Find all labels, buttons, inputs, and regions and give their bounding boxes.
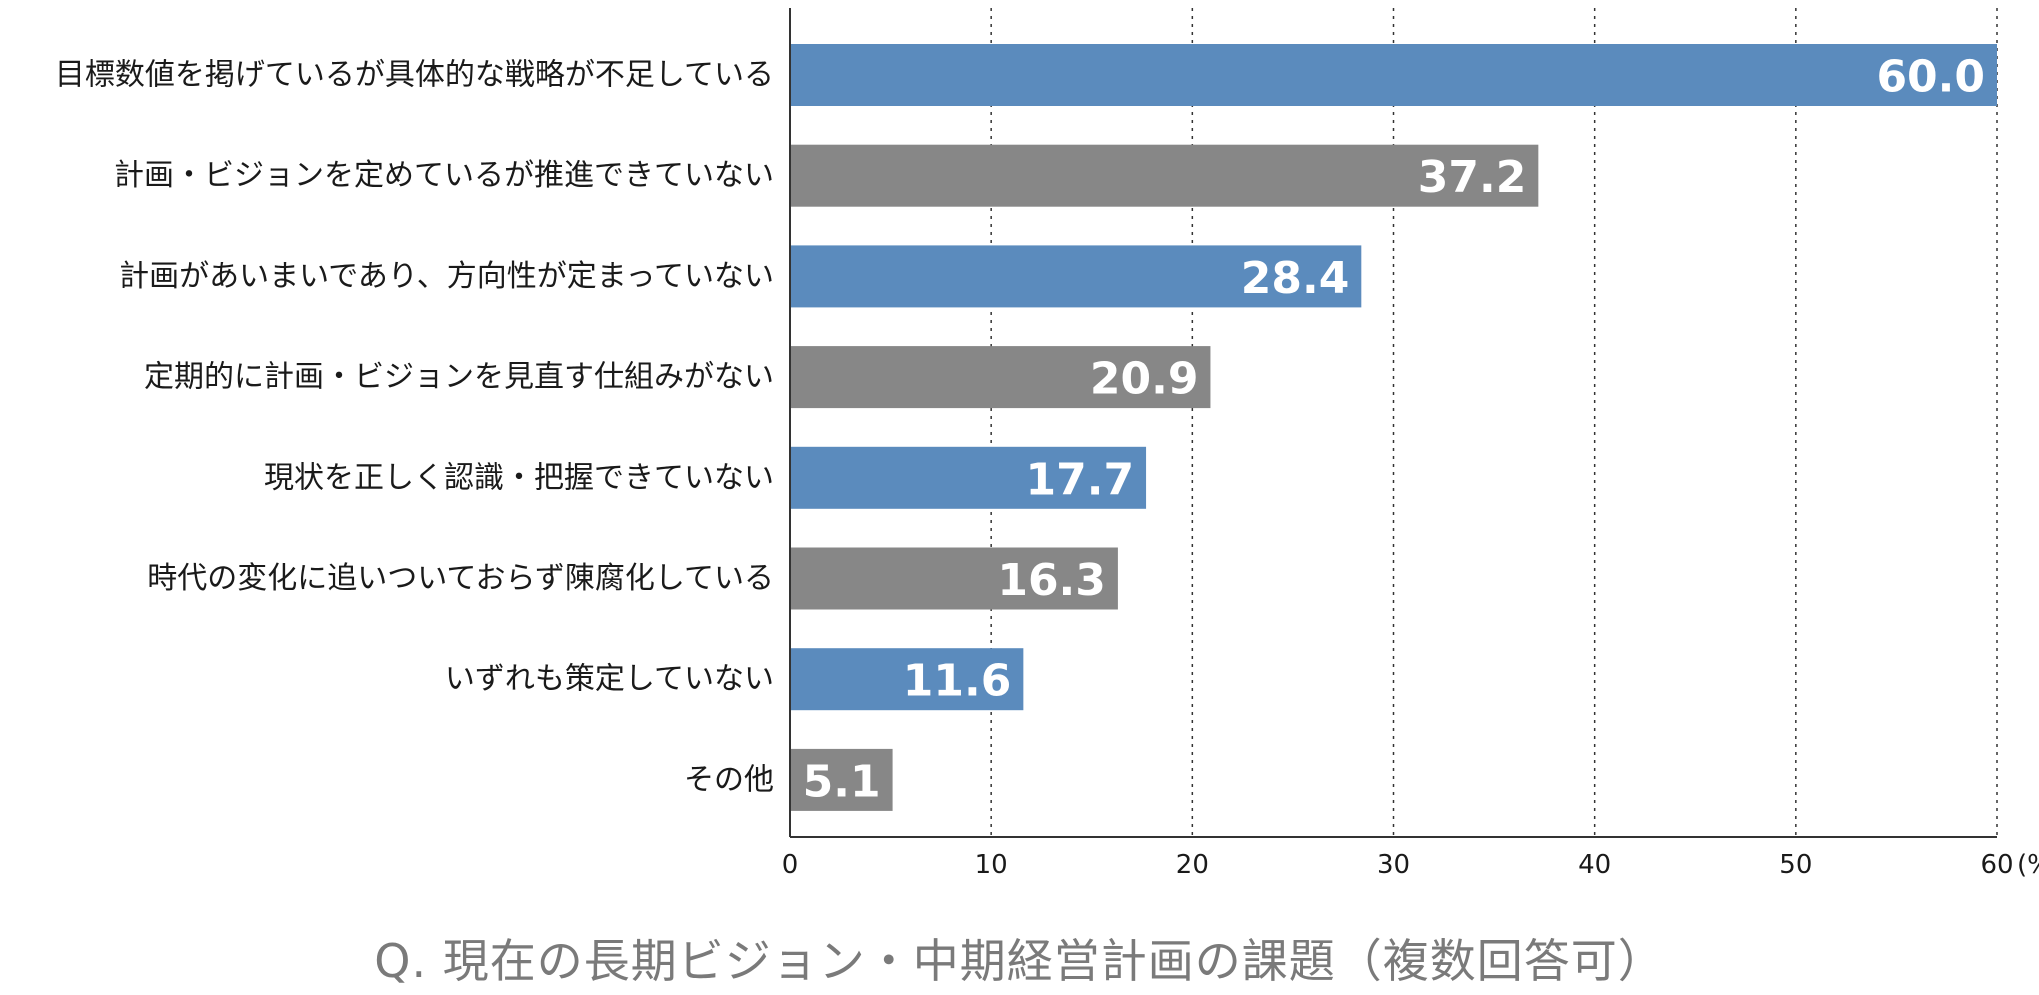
x-tick-label-0: 0 — [782, 850, 799, 880]
bar-6 — [790, 547, 1118, 610]
category-labels: 目標数値を掲げているが具体的な戦略が不足している計画・ビジョンを定めているが推進… — [55, 58, 774, 798]
category-label-5: 現状を正しく認識・把握できていない — [264, 460, 774, 495]
bar-5 — [790, 446, 1147, 509]
value-label-8: 5.1 — [803, 756, 881, 807]
value-label-7: 11.6 — [903, 656, 1012, 707]
x-axis-unit-label: (%) — [2017, 850, 2039, 880]
category-label-4: 定期的に計画・ビジョンを見直す仕組みがない — [144, 360, 774, 395]
x-tick-label-10: 10 — [975, 850, 1008, 880]
x-tick-label-20: 20 — [1176, 850, 1209, 880]
category-label-8: その他 — [684, 762, 774, 797]
x-tick-label-30: 30 — [1377, 850, 1410, 880]
value-labels: 60.0 37.2 28.4 20.9 17.7 16.3 11.6 5.1 — [803, 52, 1985, 808]
category-label-7: いずれも策定していない — [445, 662, 774, 697]
value-label-6: 16.3 — [997, 555, 1106, 606]
value-label-1: 60.0 — [1876, 52, 1985, 103]
value-label-3: 28.4 — [1241, 253, 1350, 304]
x-tick-label-40: 40 — [1578, 850, 1611, 880]
bar-8 — [790, 748, 893, 811]
bar-4 — [790, 346, 1211, 409]
bar-chart: 目標数値を掲げているが具体的な戦略が不足している計画・ビジョンを定めているが推進… — [55, 8, 2039, 880]
value-label-2: 37.2 — [1418, 152, 1527, 203]
x-axis-ticks: 0 10 20 30 40 50 60(%) — [782, 850, 2039, 880]
value-label-5: 17.7 — [1026, 454, 1135, 505]
x-tick-label-50: 50 — [1779, 850, 1812, 880]
axes — [789, 8, 1997, 838]
bar-1 — [790, 44, 1997, 106]
bar-3 — [790, 245, 1362, 308]
category-label-2: 計画・ビジョンを定めているが推進できていない — [114, 158, 774, 193]
bar-2 — [790, 144, 1539, 207]
bars — [790, 44, 1997, 811]
bar-7 — [790, 648, 1024, 711]
chart-caption: Q. 現在の長期ビジョン・中期経営計画の課題（複数回答可） — [374, 934, 1665, 988]
category-label-6: 時代の変化に追いついておらず陳腐化している — [147, 561, 774, 596]
category-label-1: 目標数値を掲げているが具体的な戦略が不足している — [55, 58, 774, 93]
value-label-4: 20.9 — [1090, 354, 1199, 405]
grid-lines — [990, 8, 1998, 837]
x-tick-label-60: 60 — [1980, 850, 2013, 880]
category-label-3: 計画があいまいであり、方向性が定まっていない — [119, 259, 774, 294]
